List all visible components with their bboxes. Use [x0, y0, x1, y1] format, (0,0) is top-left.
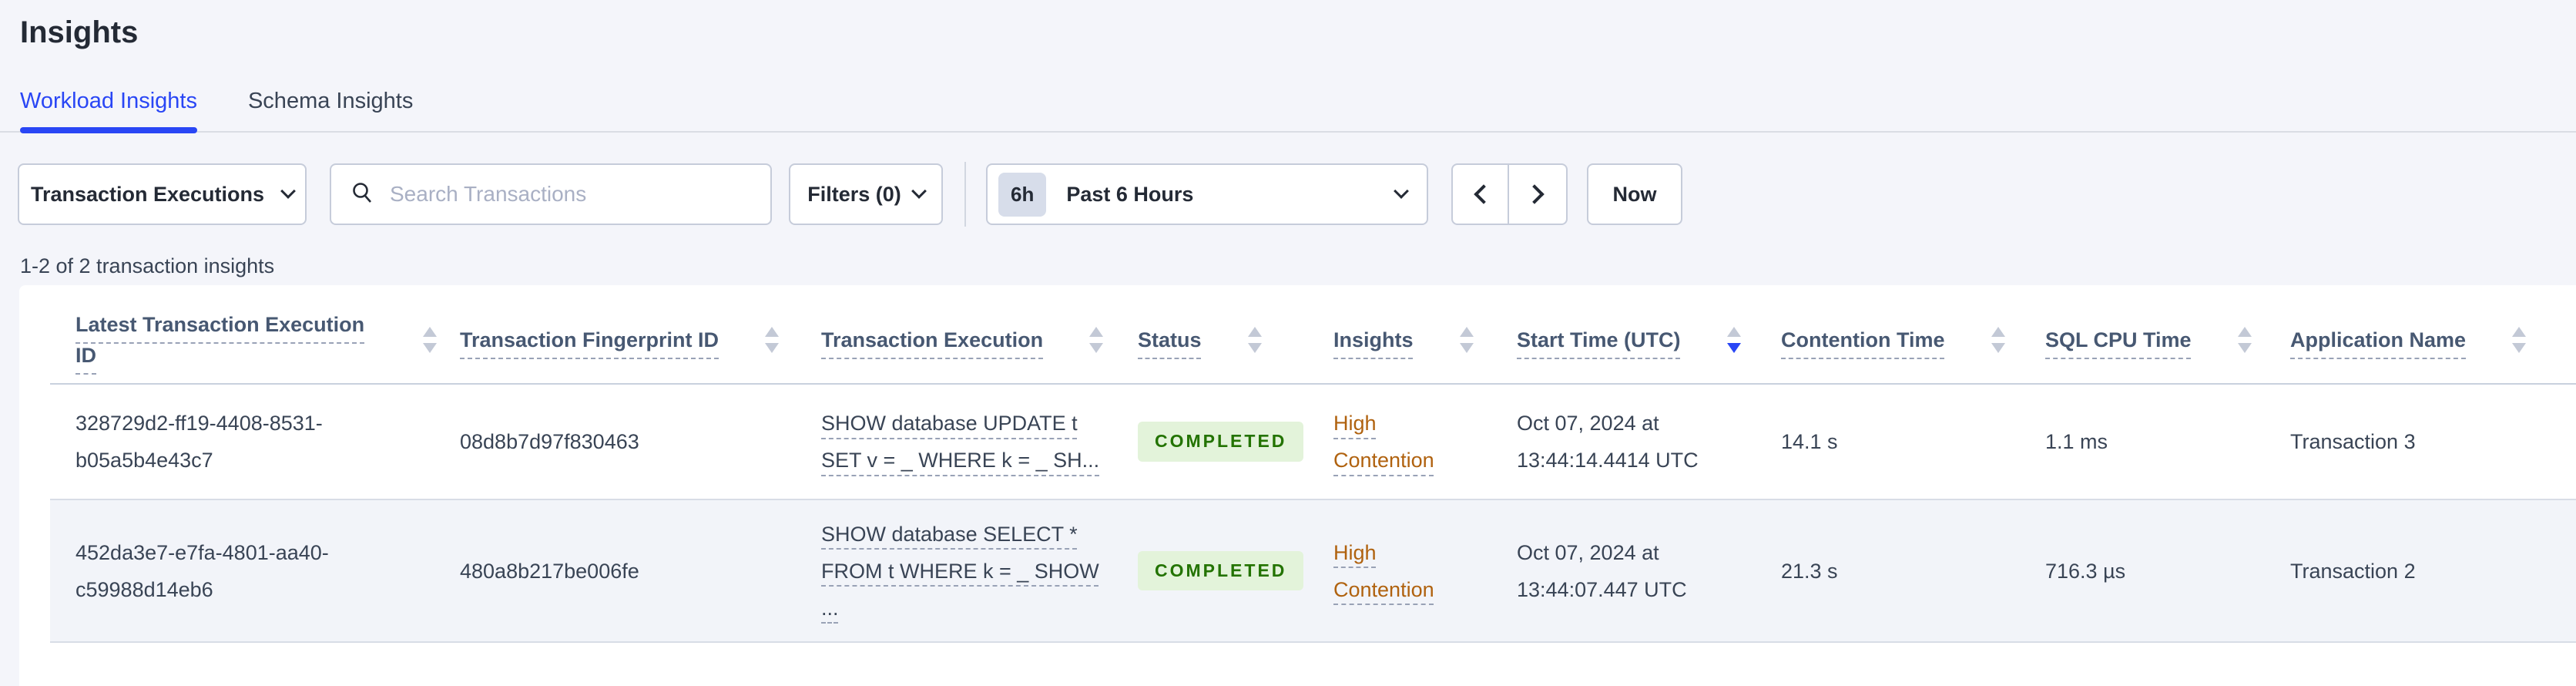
application-name: Transaction 3: [2290, 430, 2416, 453]
contention-time: 21.3 s: [1781, 499, 2045, 643]
insight-link-high-contention[interactable]: High Contention: [1333, 412, 1434, 472]
now-button[interactable]: Now: [1587, 163, 1682, 225]
transaction-execution-link[interactable]: SHOW database UPDATE t SET v = _ WHERE k…: [821, 412, 1100, 472]
column-header-start-time[interactable]: Start Time (UTC): [1517, 285, 1781, 385]
sql-cpu-time: 716.3 µs: [2045, 499, 2290, 643]
page-title: Insights: [20, 15, 139, 49]
toolbar: Transaction Executions Filters (0) 6h Pa…: [18, 162, 2576, 227]
sort-icon: [765, 326, 780, 353]
time-range-label: Past 6 Hours: [1066, 182, 1194, 206]
status-badge: COMPLETED: [1138, 422, 1304, 462]
column-header-transaction-fingerprint-id[interactable]: Transaction Fingerprint ID: [460, 285, 821, 385]
sql-cpu-time: 1.1 ms: [2045, 430, 2108, 453]
sort-icon: [1247, 326, 1262, 353]
column-header-status[interactable]: Status: [1138, 285, 1333, 385]
filters-button-label: Filters (0): [807, 182, 901, 206]
time-range-picker[interactable]: 6h Past 6 Hours: [986, 163, 1428, 225]
search-box[interactable]: [330, 163, 772, 225]
column-header-latest-transaction-execution-id[interactable]: Latest Transaction Execution ID: [50, 285, 460, 385]
sort-icon: [423, 326, 437, 353]
status-badge: COMPLETED: [1138, 550, 1304, 591]
contention-time: 14.1 s: [1781, 430, 1838, 453]
chevron-right-icon: [1524, 184, 1545, 204]
table-row: 452da3e7-e7fa-4801-aa40-c59988d14eb6 480…: [50, 499, 2576, 643]
latest-transaction-execution-id: 452da3e7-e7fa-4801-aa40-c59988d14eb6: [50, 499, 460, 643]
search-icon: [350, 180, 374, 209]
time-pager: [1451, 163, 1568, 225]
start-time: Oct 07, 2024 at 13:44:14.4414 UTC: [1517, 412, 1699, 472]
previous-time-window-button[interactable]: [1451, 163, 1509, 225]
filters-button[interactable]: Filters (0): [789, 163, 943, 225]
sort-icon: [1089, 326, 1104, 353]
search-input[interactable]: [388, 181, 752, 207]
sort-icon-active-desc: [1726, 326, 1741, 353]
chevron-down-icon: [911, 183, 927, 199]
tab-schema-insights[interactable]: Schema Insights: [247, 89, 414, 113]
insights-table-card: Latest Transaction Execution ID Transact…: [19, 285, 2576, 686]
table-header-row: Latest Transaction Execution ID Transact…: [50, 285, 2576, 385]
insight-link-high-contention[interactable]: High Contention: [1333, 540, 1434, 601]
column-header-sql-cpu-time[interactable]: SQL CPU Time: [2045, 285, 2290, 385]
transaction-fingerprint-id: 480a8b217be006fe: [460, 499, 821, 643]
transaction-fingerprint-id: 08d8b7d97f830463: [460, 430, 639, 453]
tab-workload-insights[interactable]: Workload Insights: [20, 89, 197, 133]
toolbar-divider: [964, 162, 966, 227]
chevron-down-icon: [280, 183, 296, 199]
table-row: 328729d2-ff19-4408-8531-b05a5b4e43c7 08d…: [50, 384, 2576, 499]
sort-icon: [1459, 326, 1474, 353]
next-time-window-button[interactable]: [1509, 163, 1568, 225]
time-range-badge: 6h: [998, 172, 1047, 217]
column-header-insights[interactable]: Insights: [1333, 285, 1517, 385]
transaction-execution-link[interactable]: SHOW database SELECT * FROM t WHERE k = …: [821, 522, 1099, 620]
results-count: 1-2 of 2 transaction insights: [20, 254, 275, 277]
application-name: Transaction 2: [2290, 499, 2576, 643]
chevron-down-icon: [1394, 183, 1409, 199]
sort-icon: [2237, 326, 2252, 353]
tab-bar: Workload Insights Schema Insights: [0, 89, 2576, 133]
execution-type-dropdown[interactable]: Transaction Executions: [18, 163, 307, 225]
latest-transaction-execution-id: 328729d2-ff19-4408-8531-b05a5b4e43c7: [75, 412, 323, 472]
execution-type-dropdown-label: Transaction Executions: [30, 182, 265, 206]
chevron-left-icon: [1473, 184, 1494, 204]
column-header-application-name[interactable]: Application Name: [2290, 285, 2576, 385]
sort-icon: [2512, 326, 2527, 353]
sort-icon: [1991, 326, 2005, 353]
column-header-transaction-execution[interactable]: Transaction Execution: [821, 285, 1138, 385]
column-header-contention-time[interactable]: Contention Time: [1781, 285, 2045, 385]
start-time: Oct 07, 2024 at 13:44:07.447 UTC: [1517, 499, 1781, 643]
transaction-insights-table: Latest Transaction Execution ID Transact…: [50, 285, 2576, 643]
